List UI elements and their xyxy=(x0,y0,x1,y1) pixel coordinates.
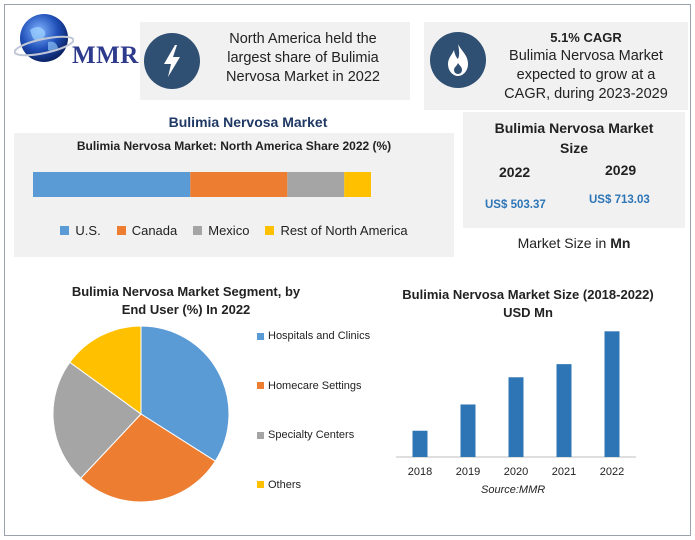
share-legend-item: U.S. xyxy=(60,223,101,238)
market-size-title: Bulimia Nervosa Market Size xyxy=(494,120,654,156)
share-segment-u-s- xyxy=(33,172,191,197)
pie-legend-label: Hospitals and Clinics xyxy=(268,330,371,342)
info-card-text: North America held the largest share of … xyxy=(226,31,380,85)
bar-2019 xyxy=(460,404,476,457)
x-tick-label: 2019 xyxy=(456,466,480,478)
pie-legend-item: Specialty Centers xyxy=(257,429,354,441)
year-2022: 2022 xyxy=(499,164,531,180)
pie-legend-label: Specialty Centers xyxy=(268,429,355,441)
market-size-footer: Market Size in Mn xyxy=(463,235,685,251)
share-segment-canada xyxy=(190,172,288,197)
flame-icon xyxy=(430,32,486,88)
legend-swatch xyxy=(257,481,264,488)
market-size-card: Bulimia Nervosa Market Size 2022 2029 US… xyxy=(463,112,685,228)
logo-text: MMR xyxy=(72,42,139,69)
value-2029: US$ 713.03 xyxy=(589,194,650,206)
share-segment-mexico xyxy=(287,172,345,197)
source-note: Source:MMR xyxy=(481,484,546,496)
share-legend-label: U.S. xyxy=(75,223,101,238)
pie-slice-specialty-centers xyxy=(52,361,142,479)
share-legend-item: Rest of North America xyxy=(265,223,408,238)
x-tick-label: 2022 xyxy=(600,466,624,478)
market-size-bar-chart: 2018 2019 2020 2021 2022 xyxy=(396,331,636,478)
share-legend-item: Canada xyxy=(116,223,178,238)
pie-legend-item: Others xyxy=(257,479,301,491)
share-legend-label: Canada xyxy=(131,223,178,238)
pie-chart-title: Bulimia Nervosa Market Segment, by End U… xyxy=(71,284,301,317)
pie-legend-label: Others xyxy=(268,478,302,491)
share-stacked-bar xyxy=(33,172,371,197)
pie-legend-label: Homecare Settings xyxy=(268,379,362,392)
lightning-icon xyxy=(144,33,200,89)
x-tick-label: 2018 xyxy=(408,466,432,478)
bar-2022 xyxy=(604,331,620,457)
share-chart-title: Bulimia Nervosa Market: North America Sh… xyxy=(76,139,392,153)
info-card-north-america: North America held the largest share of … xyxy=(140,22,410,100)
legend-swatch xyxy=(116,226,126,235)
bar-chart-title: Bulimia Nervosa Market Size (2018-2022) … xyxy=(402,287,654,320)
pie-legend-item: Homecare Settings xyxy=(257,380,362,392)
bar-2018 xyxy=(412,430,428,457)
bar-2021 xyxy=(556,364,572,457)
share-legend-label: Rest of North America xyxy=(280,223,408,238)
pie-slice-homecare-settings xyxy=(80,413,216,503)
legend-swatch xyxy=(265,226,275,235)
share-legend-item: Mexico xyxy=(193,223,249,238)
north-america-share-panel: Bulimia Nervosa Market: North America Sh… xyxy=(14,133,454,257)
x-tick-label: 2020 xyxy=(504,466,528,478)
legend-swatch xyxy=(257,431,264,439)
globe-icon xyxy=(14,14,74,62)
share-legend: U.S. Canada Mexico Rest of North America xyxy=(14,223,454,238)
share-segment-rest-of-north-america xyxy=(344,172,371,197)
mmr-logo: MMR xyxy=(14,8,138,72)
section-title: Bulimia Nervosa Market xyxy=(168,114,328,130)
pie-chart xyxy=(52,325,230,503)
market-size-footer-unit: Mn xyxy=(610,235,631,251)
pie-slice-others xyxy=(69,325,142,415)
pie-legend-item: Hospitals and Clinics xyxy=(257,330,370,342)
cagr-heading: 5.1% CAGR xyxy=(550,30,622,45)
legend-swatch xyxy=(60,226,70,235)
share-legend-label: Mexico xyxy=(208,223,250,238)
legend-swatch xyxy=(257,332,264,340)
value-2022: US$ 503.37 xyxy=(485,199,546,211)
bar-2020 xyxy=(508,377,524,457)
year-2029: 2029 xyxy=(605,162,637,178)
legend-swatch xyxy=(257,382,264,389)
info-card-cagr: 5.1% CAGR Bulimia Nervosa Market expecte… xyxy=(424,22,688,110)
market-size-footer-prefix: Market Size in xyxy=(517,235,611,251)
cagr-text: Bulimia Nervosa Market expected to grow … xyxy=(504,48,668,102)
x-tick-label: 2021 xyxy=(552,466,576,478)
legend-swatch xyxy=(193,226,203,235)
